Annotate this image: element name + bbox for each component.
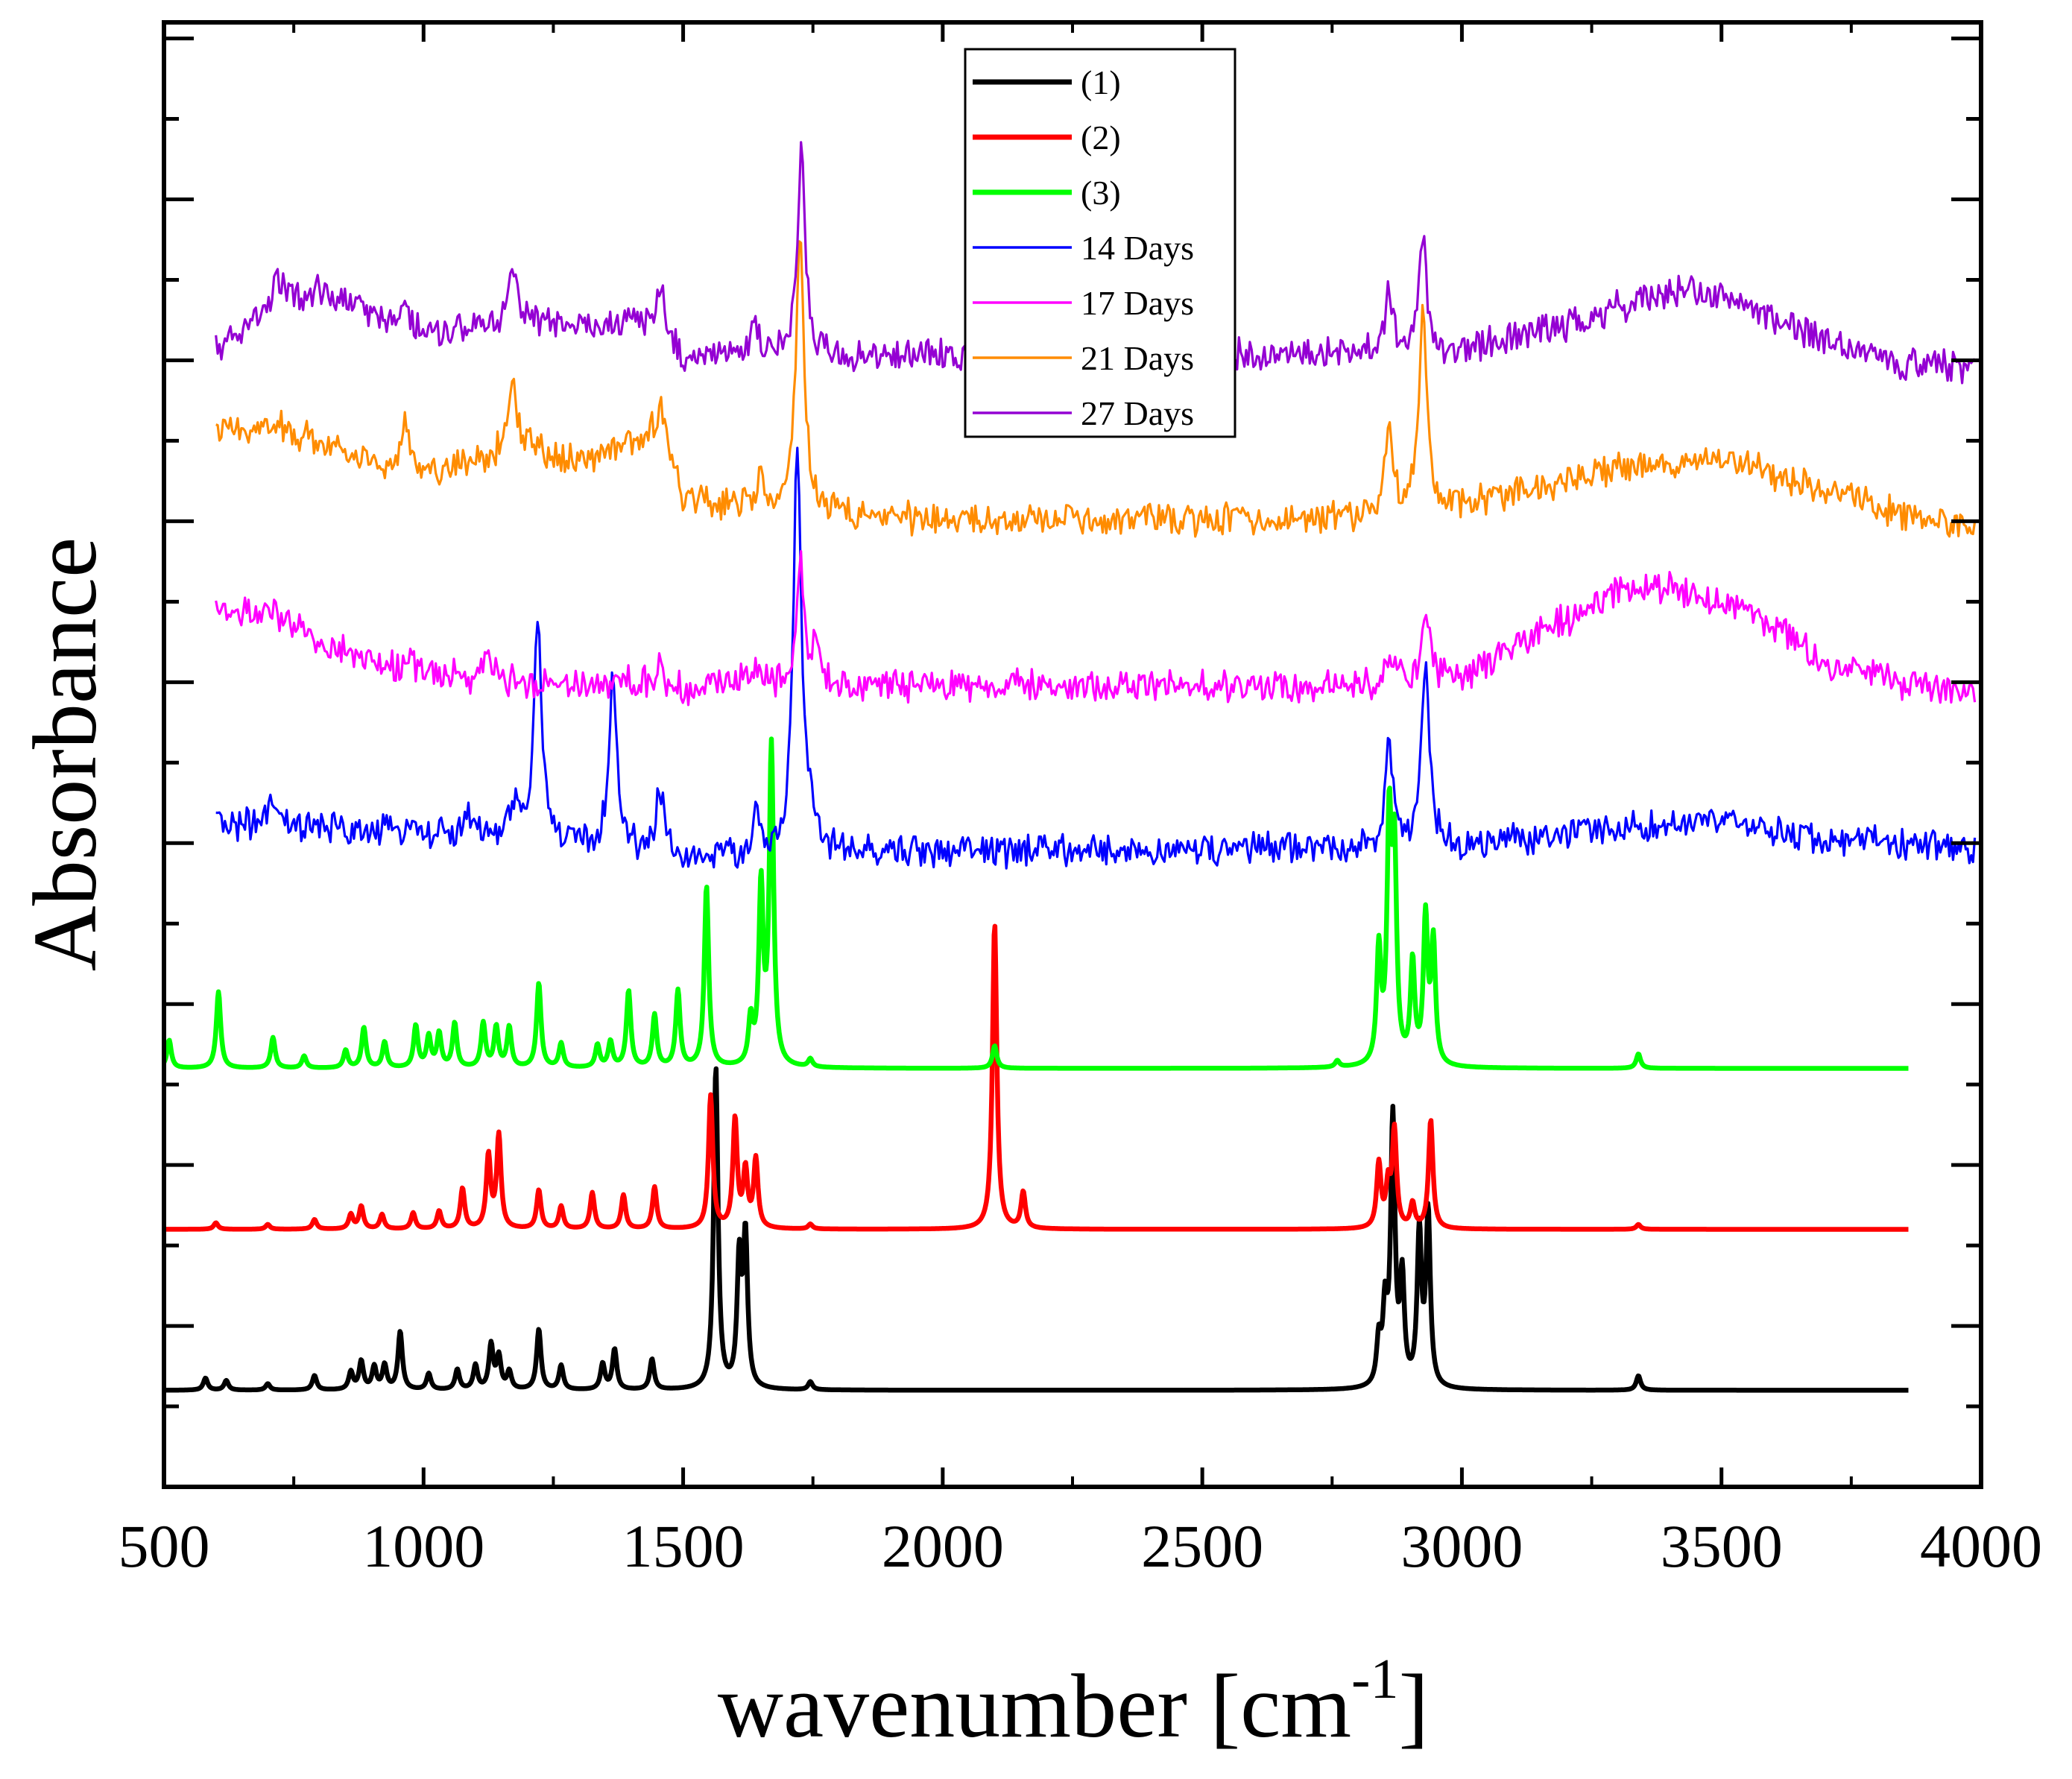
x-tick-label: 2500 [1141,1512,1263,1580]
x-axis-title: wavenumber [cm-1] [718,1648,1429,1757]
x-axis-title-superscript: -1 [1351,1648,1398,1710]
x-axis-title-suffix: ] [1398,1656,1429,1757]
legend-box [964,48,1236,438]
x-tick-label: 2000 [882,1512,1004,1580]
x-axis-title-main: wavenumber [cm [718,1656,1351,1757]
x-tick-label: 500 [119,1512,210,1580]
series-line-14-days [215,446,1977,870]
series-line-21-days [215,240,1977,538]
y-axis-title: Absorbance [15,537,116,972]
series-line-2 [162,923,1910,1232]
x-tick-label: 4000 [1920,1512,2042,1580]
legend-label-27-days: 27 Days [1081,394,1194,432]
x-tick-label: 3500 [1661,1512,1783,1580]
legend: (1) (2) (3) 14 Days 17 Days 21 Days 27 Days [964,48,1236,438]
series-line-17-days [215,550,1977,707]
legend-label-3: (3) [1081,174,1121,212]
x-tick-label: 1000 [362,1512,484,1580]
axis-ticks [162,22,1983,1487]
legend-label-17-days: 17 Days [1081,284,1194,322]
legend-label-2: (2) [1081,119,1121,157]
x-tick-labels: 500 1000 1500 2000 2500 3000 3500 4000 [119,1512,2043,1580]
x-tick-label: 3000 [1400,1512,1523,1580]
legend-label-14-days: 14 Days [1081,229,1194,267]
series-layer [162,141,1977,1393]
legend-label-1: (1) [1081,63,1121,101]
x-tick-label: 1500 [622,1512,745,1580]
series-line-3 [162,736,1910,1071]
legend-label-21-days: 21 Days [1081,339,1194,377]
series-line-1 [162,1066,1910,1393]
